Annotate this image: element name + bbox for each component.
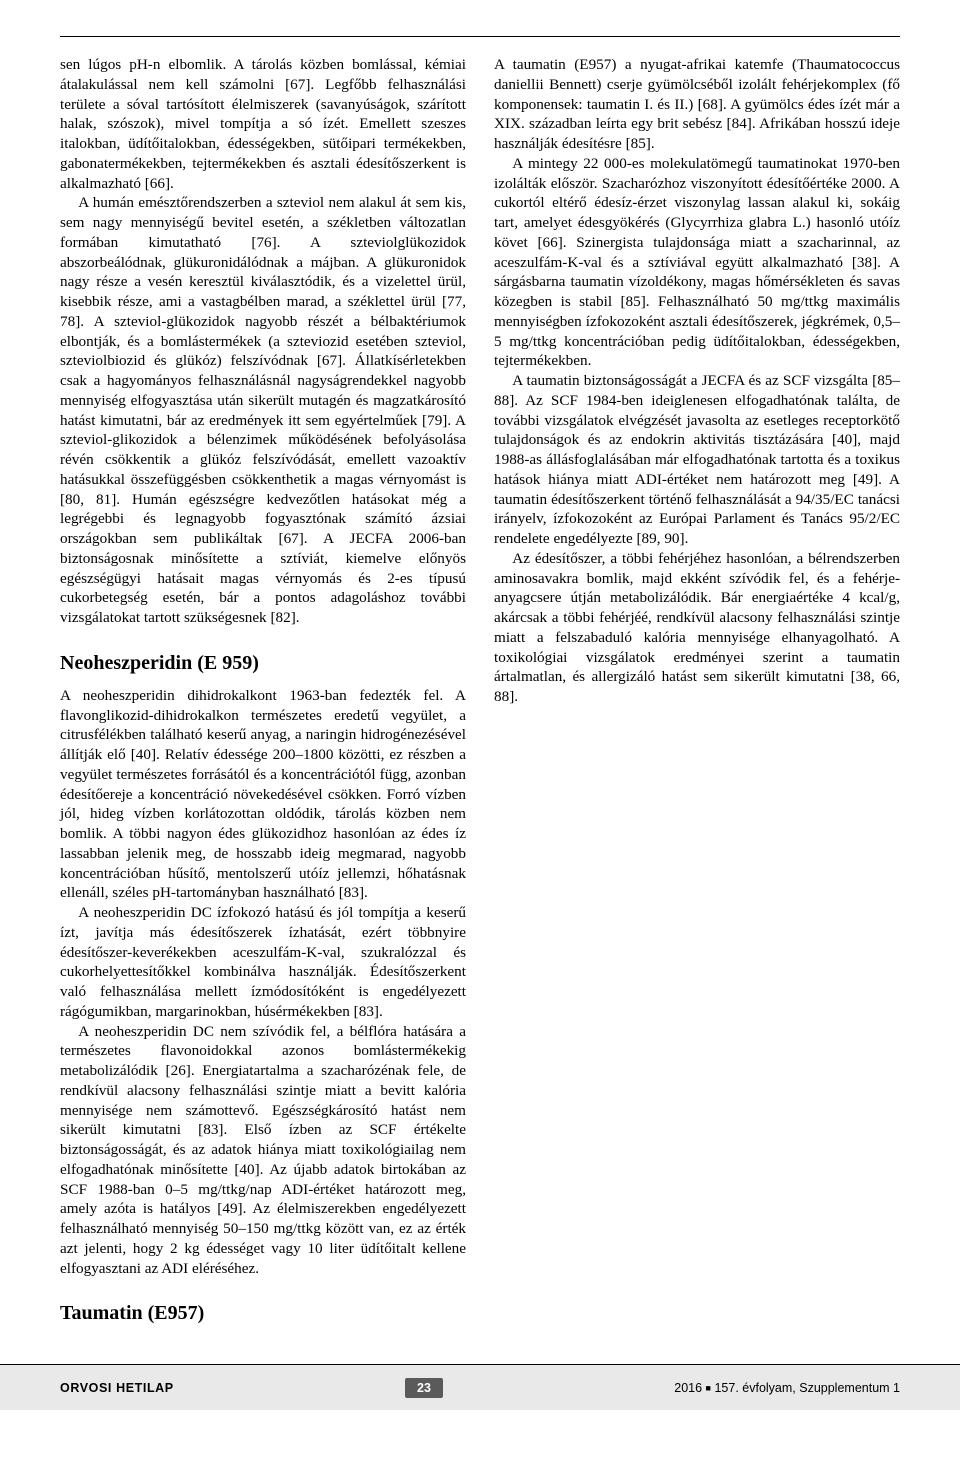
section-heading-taumatin: Taumatin (E957) xyxy=(60,1300,466,1326)
paragraph: A humán emésztőrendszerben a szteviol ne… xyxy=(60,193,466,628)
footer-year: 2016 xyxy=(674,1381,702,1395)
page: sen lúgos pH-n elbomlik. A tárolás közbe… xyxy=(0,0,960,1410)
footer-volume: 157. évfolyam, Szupplementum 1 xyxy=(714,1381,900,1395)
paragraph: A taumatin (E957) a nyugat-afrikai katem… xyxy=(494,55,900,154)
footer-issue: 2016 ■ 157. évfolyam, Szupplementum 1 xyxy=(674,1381,900,1395)
top-rule xyxy=(60,36,900,37)
paragraph: sen lúgos pH-n elbomlik. A tárolás közbe… xyxy=(60,55,466,193)
paragraph: A taumatin biztonságosságát a JECFA és a… xyxy=(494,371,900,549)
body-columns: sen lúgos pH-n elbomlik. A tárolás közbe… xyxy=(60,55,900,1365)
paragraph: A mintegy 22 000-es molekulatömegű tauma… xyxy=(494,154,900,371)
paragraph: Az édesítőszer, a többi fehérjéhez hason… xyxy=(494,549,900,707)
page-footer: ORVOSI HETILAP 23 2016 ■ 157. évfolyam, … xyxy=(0,1364,960,1410)
footer-page-number: 23 xyxy=(405,1378,443,1398)
footer-journal: ORVOSI HETILAP xyxy=(60,1381,174,1395)
paragraph: A neoheszperidin dihidrokalkont 1963-ban… xyxy=(60,686,466,903)
square-bullet-icon: ■ xyxy=(706,1383,711,1393)
section-heading-neoheszperidin: Neoheszperidin (E 959) xyxy=(60,650,466,676)
paragraph: A neoheszperidin DC ízfokozó hatású és j… xyxy=(60,903,466,1022)
paragraph: A neoheszperidin DC nem szívódik fel, a … xyxy=(60,1022,466,1279)
